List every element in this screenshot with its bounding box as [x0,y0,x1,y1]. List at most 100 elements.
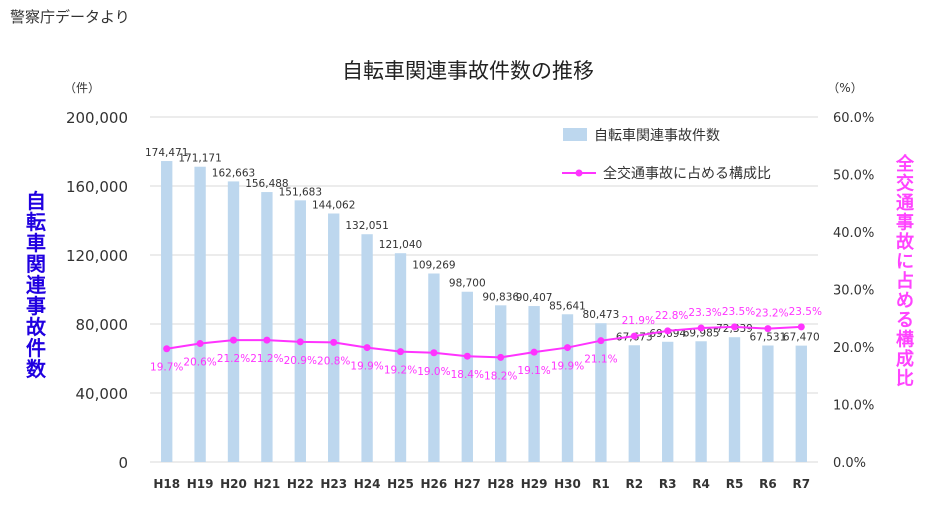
legend-bar-label: 自転車関連事故件数 [594,127,720,144]
line-point [797,323,805,331]
x-tick-label: H29 [521,477,548,491]
legend-line-label: 全交通事故に占める構成比 [603,165,771,182]
left-tick-label: 0 [118,454,128,472]
line-point [530,348,538,356]
bar [628,345,640,462]
line-value-label: 19.2% [384,365,417,377]
right-axis-title-char: る [896,310,914,331]
x-tick-label: R2 [626,477,644,491]
line-value-label: 22.8% [655,310,688,322]
right-axis-ticks: 0.0% 10.0% 20.0% 30.0% 40.0% 50.0% 60.0% [833,111,874,471]
bar [762,345,774,462]
left-axis-title-char: 数 [26,357,47,381]
right-tick-label: 30.0% [833,284,874,299]
bar-value-label: 151,683 [279,186,322,198]
x-tick-label: R6 [759,477,777,491]
right-tick-label: 40.0% [833,226,874,241]
right-axis-title-char: 事 [896,212,914,234]
bar [662,341,674,462]
bar [495,305,507,462]
line-value-label: 19.1% [517,365,550,377]
line-value-label: 19.0% [417,366,450,378]
line-value-label: 23.5% [722,306,755,318]
right-axis-title-char: 全 [895,153,915,175]
bar [461,291,473,462]
x-tick-label: H23 [320,477,347,491]
bar [227,181,240,463]
line-series [163,323,805,361]
bar [428,273,440,462]
bar-value-label: 90,836 [482,291,519,303]
bar [394,253,407,462]
left-tick-label: 120,000 [66,247,128,265]
bar-value-label: 80,473 [583,309,620,321]
left-axis-title-char: 関 [26,252,46,276]
left-tick-label: 40,000 [76,385,129,403]
left-tick-label: 200,000 [66,109,128,127]
line-value-label: 23.5% [789,306,822,318]
left-axis-title-char: 件 [26,336,46,360]
x-tick-label: R3 [659,477,677,491]
x-tick-label: H18 [153,477,180,491]
x-tick-label: H22 [287,477,314,491]
bar-value-label: 90,407 [516,292,553,304]
line-value-label: 21.2% [250,353,283,365]
line-point [463,352,471,360]
left-axis-title-char: 車 [26,231,46,255]
bar-value-label: 67,470 [783,332,820,344]
line-value-label: 20.8% [317,355,350,367]
x-tick-label: R5 [726,477,744,491]
line-point [664,327,672,335]
legend-bar-swatch [563,128,587,141]
bar-value-label: 109,269 [412,260,455,272]
bar [194,166,206,462]
left-axis-title-char: 自 [26,189,46,213]
line-point [597,337,605,345]
bar [161,161,173,462]
x-tick-label: H19 [187,477,214,491]
bar [261,192,273,462]
line-value-label: 19.7% [150,362,183,374]
right-axis-title-char: に [896,252,914,273]
chart-title: 自転車関連事故件数の推移 [342,59,594,83]
line-point [363,344,371,352]
line-value-label: 21.9% [622,315,655,327]
left-axis-title-char: 転 [26,210,46,234]
line-point [497,353,505,361]
bar [795,345,807,462]
line-value-label: 20.6% [183,357,216,369]
bar-value-label: 132,051 [345,220,388,232]
line-point [630,332,638,340]
legend-line-marker [575,169,583,177]
line-point [263,336,271,344]
bar [695,341,707,462]
line-point [330,338,338,346]
bar-value-label: 121,040 [379,239,422,251]
right-axis-title-char: 比 [896,369,914,390]
line-value-label: 21.1% [584,354,617,366]
bar-value-label: 67,531 [750,332,787,344]
bar [595,323,607,462]
x-tick-label: H24 [354,477,381,491]
line-point [163,345,171,353]
left-axis-unit: （件） [64,81,100,95]
x-tick-label: R7 [793,477,811,491]
right-axis-title-char: 故 [896,231,915,253]
bar [528,306,540,462]
line-value-labels: 19.7% 20.6% 21.2% 21.2% 20.9% 20.8% 19.9% 19.2%… [150,306,822,382]
source-note: 警察庁データより [10,8,130,26]
left-tick-label: 160,000 [66,178,128,196]
right-tick-label: 0.0% [833,456,866,471]
line-point [564,344,571,352]
x-tick-label: H28 [487,477,514,491]
line-value-label: 20.9% [284,355,317,367]
right-tick-label: 10.0% [833,399,874,414]
series-line [166,325,802,359]
right-axis-title-char: 交 [896,173,914,195]
right-tick-label: 20.0% [833,341,874,356]
line-value-label: 19.9% [350,361,383,373]
line-point [230,336,237,344]
line-point [430,349,438,357]
bar-value-label: 156,488 [245,178,288,190]
